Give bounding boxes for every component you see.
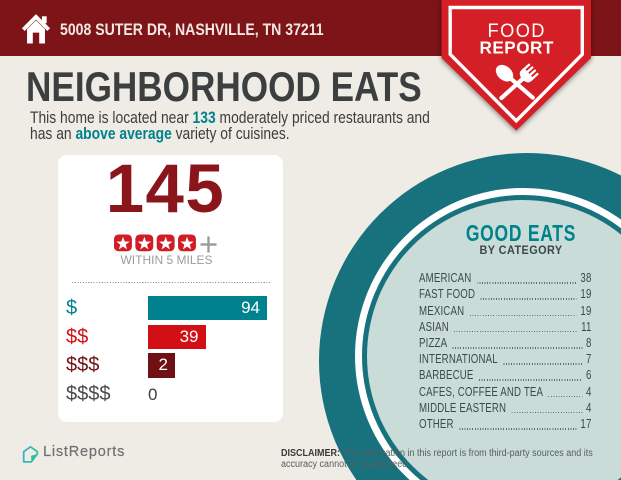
svg-text:FOOD: FOOD bbox=[487, 20, 545, 41]
svg-text:REPORT: REPORT bbox=[480, 38, 554, 58]
